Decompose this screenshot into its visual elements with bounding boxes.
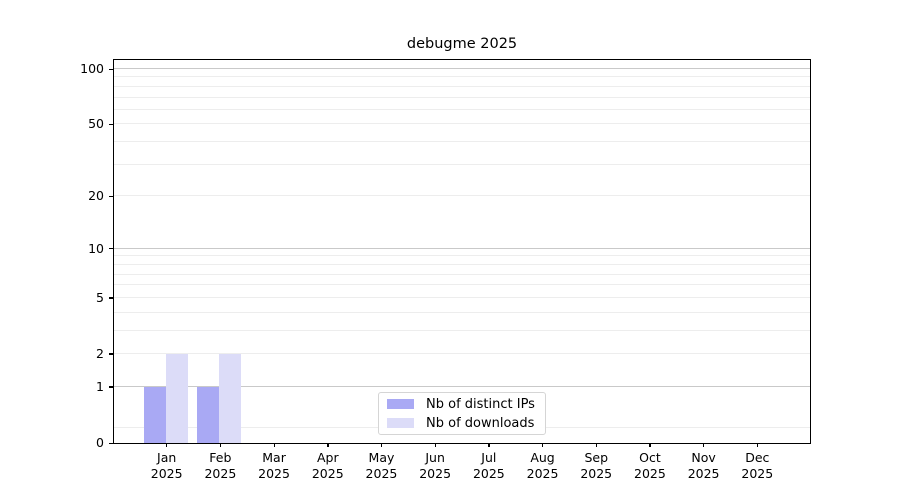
legend-item-distinct-ips: Nb of distinct IPs — [387, 396, 537, 412]
x-tick-label: Mar 2025 — [258, 450, 290, 481]
x-tick-label: Jun 2025 — [419, 450, 452, 481]
bar-distinct-ips-feb — [197, 386, 220, 443]
x-tick-label: Feb 2025 — [204, 450, 237, 481]
legend-swatch-downloads — [387, 418, 414, 428]
y-tick-mark — [109, 68, 113, 70]
major-gridline — [114, 68, 810, 69]
y-tick-label: 5 — [96, 289, 104, 305]
x-tick-label: Nov 2025 — [687, 450, 720, 481]
x-tick-mark — [703, 443, 705, 447]
minor-gridline — [114, 163, 810, 165]
x-tick-mark — [756, 443, 759, 447]
chart-title: debugme 2025 — [406, 36, 518, 52]
legend-label-downloads: Nb of downloads — [426, 415, 535, 431]
x-tick-mark — [219, 443, 222, 447]
y-tick-mark — [109, 123, 113, 126]
minor-gridline — [114, 273, 810, 275]
plot-area: Nb of distinct IPs Nb of downloads — [113, 59, 811, 444]
legend-item-downloads: Nb of downloads — [387, 415, 537, 431]
minor-gridline — [114, 352, 810, 354]
y-tick-label: 1 — [96, 378, 104, 394]
y-tick-mark — [109, 442, 113, 444]
x-tick-mark — [649, 443, 651, 447]
y-tick-label: 50 — [88, 116, 104, 132]
x-tick-label: Aug 2025 — [526, 450, 559, 481]
bar-distinct-ips-jan — [143, 386, 166, 443]
minor-gridline — [114, 255, 810, 257]
minor-gridline — [114, 96, 810, 98]
x-tick-mark — [273, 443, 275, 447]
y-tick-mark — [109, 248, 113, 250]
x-tick-label: Sep 2025 — [580, 450, 613, 481]
y-tick-label: 2 — [96, 345, 104, 361]
y-tick-mark — [109, 297, 113, 299]
minor-gridline — [114, 311, 810, 313]
x-tick-mark — [380, 443, 383, 447]
minor-gridline — [114, 296, 810, 298]
x-tick-label: May 2025 — [365, 450, 398, 481]
y-tick-mark — [109, 353, 113, 355]
minor-gridline — [114, 263, 810, 265]
minor-gridline — [114, 141, 810, 143]
x-tick-label: Apr 2025 — [311, 450, 344, 481]
x-tick-label: Jan 2025 — [150, 450, 183, 481]
minor-gridline — [114, 76, 810, 78]
x-tick-mark — [434, 443, 436, 447]
bar-downloads-feb — [219, 353, 242, 443]
x-tick-label: Oct 2025 — [634, 450, 666, 481]
major-gridline — [114, 247, 810, 249]
minor-gridline — [114, 123, 810, 125]
minor-gridline — [114, 195, 810, 197]
minor-gridline — [114, 329, 810, 331]
y-tick-label: 10 — [88, 240, 104, 256]
y-tick-mark — [109, 195, 113, 198]
bar-downloads-jan — [165, 353, 188, 443]
legend-label-distinct-ips: Nb of distinct IPs — [426, 396, 535, 412]
minor-gridline — [114, 284, 810, 286]
y-tick-mark — [109, 386, 113, 388]
x-tick-label: Jul 2025 — [472, 450, 505, 481]
y-tick-label: 20 — [88, 188, 104, 204]
x-tick-label: Dec 2025 — [741, 450, 774, 481]
x-tick-mark — [327, 443, 329, 447]
minor-gridline — [114, 85, 810, 87]
legend: Nb of distinct IPs Nb of downloads — [378, 392, 546, 435]
x-tick-mark — [166, 443, 168, 447]
minor-gridline — [114, 108, 810, 110]
legend-swatch-distinct-ips — [387, 399, 414, 409]
x-tick-mark — [542, 443, 544, 447]
x-tick-mark — [488, 443, 490, 447]
y-tick-label: 100 — [80, 61, 104, 76]
y-tick-label: 0 — [96, 435, 104, 450]
x-tick-mark — [595, 443, 598, 447]
major-gridline — [114, 385, 810, 387]
